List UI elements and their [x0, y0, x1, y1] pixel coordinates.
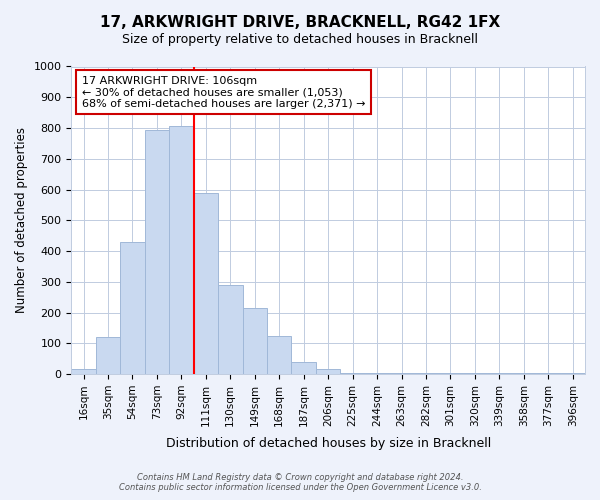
- Bar: [292, 362, 316, 374]
- Bar: [145, 130, 169, 374]
- Y-axis label: Number of detached properties: Number of detached properties: [15, 128, 28, 314]
- Bar: [169, 126, 194, 374]
- Bar: [536, 372, 560, 374]
- Text: Size of property relative to detached houses in Bracknell: Size of property relative to detached ho…: [122, 32, 478, 46]
- Text: 17 ARKWRIGHT DRIVE: 106sqm
← 30% of detached houses are smaller (1,053)
68% of s: 17 ARKWRIGHT DRIVE: 106sqm ← 30% of deta…: [82, 76, 365, 109]
- X-axis label: Distribution of detached houses by size in Bracknell: Distribution of detached houses by size …: [166, 437, 491, 450]
- Bar: [463, 372, 487, 374]
- Bar: [267, 336, 292, 374]
- Bar: [340, 372, 365, 374]
- Bar: [120, 242, 145, 374]
- Bar: [487, 372, 512, 374]
- Bar: [316, 370, 340, 374]
- Bar: [560, 372, 585, 374]
- Bar: [512, 372, 536, 374]
- Bar: [218, 285, 242, 374]
- Bar: [365, 372, 389, 374]
- Bar: [414, 372, 438, 374]
- Bar: [194, 192, 218, 374]
- Text: 17, ARKWRIGHT DRIVE, BRACKNELL, RG42 1FX: 17, ARKWRIGHT DRIVE, BRACKNELL, RG42 1FX: [100, 15, 500, 30]
- Text: Contains HM Land Registry data © Crown copyright and database right 2024.
Contai: Contains HM Land Registry data © Crown c…: [119, 473, 481, 492]
- Bar: [242, 308, 267, 374]
- Bar: [71, 370, 96, 374]
- Bar: [438, 372, 463, 374]
- Bar: [389, 372, 414, 374]
- Bar: [96, 337, 120, 374]
